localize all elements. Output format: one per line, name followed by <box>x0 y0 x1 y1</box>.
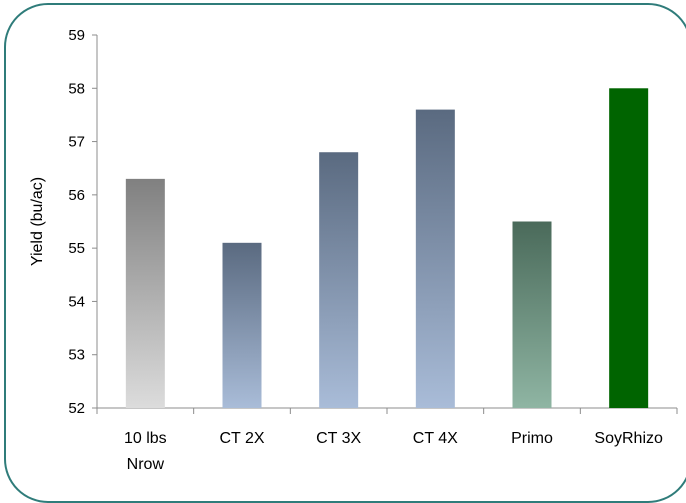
y-tick-label: 55 <box>68 240 85 257</box>
x-category-label: CT 3X <box>316 430 361 447</box>
bar-layer <box>125 88 649 409</box>
x-category-label: Primo <box>511 430 553 447</box>
bar-4 <box>512 221 552 408</box>
y-tick-label: 53 <box>68 347 85 364</box>
bar-2 <box>319 152 359 408</box>
y-tick-label: 57 <box>68 134 85 151</box>
y-tick-label: 59 <box>68 27 85 44</box>
label-layer: 52 53 54 55 56 57 58 59 10 lbs Nrow CT 2X CT 3X CT 4… <box>29 27 663 473</box>
bar-0 <box>125 178 165 408</box>
x-category-label: CT 4X <box>413 430 458 447</box>
bar-3 <box>415 109 455 408</box>
y-tick-label: 52 <box>68 400 85 417</box>
x-category-label: 10 lbs <box>124 430 167 447</box>
x-category-label: SoyRhizo <box>594 430 663 447</box>
y-tick-label: 56 <box>68 187 85 204</box>
y-tick-label: 54 <box>68 293 85 310</box>
x-category-label: CT 2X <box>219 430 264 447</box>
bar-chart: 52 53 54 55 56 57 58 59 10 lbs Nrow CT 2X CT 3X CT 4… <box>29 27 678 473</box>
axis-layer <box>92 34 678 414</box>
x-category-label: Nrow <box>127 456 165 473</box>
y-axis-title: Yield (bu/ac) <box>29 177 46 266</box>
y-tick-label: 58 <box>68 80 85 97</box>
bar-1 <box>222 242 262 408</box>
bar-5 <box>609 88 649 409</box>
